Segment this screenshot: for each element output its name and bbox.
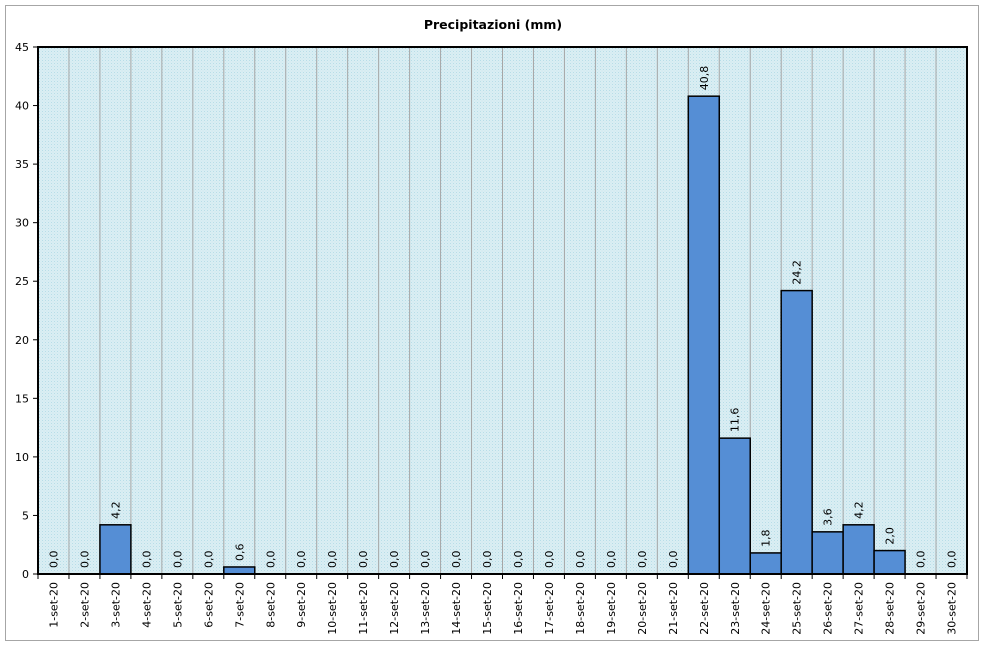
y-tick-label: 20 [15, 334, 29, 347]
x-axis: 1-set-20 2-set-20 3-set-20 4-set-20 5-set-20… [37, 574, 968, 635]
data-label: 0,0 [574, 551, 587, 569]
x-tick-label: 11-set-20 [357, 582, 370, 635]
x-tick-label: 15-set-20 [481, 582, 494, 635]
data-label: 0,0 [388, 551, 401, 569]
data-label: 0,0 [264, 551, 277, 569]
data-label: 0,0 [946, 551, 959, 569]
data-label: 0,0 [295, 551, 308, 569]
bar-26-set-20 [811, 531, 844, 575]
x-tick-label: 17-set-20 [543, 582, 556, 635]
bar-24-set-20 [749, 552, 782, 575]
data-label: 0,0 [543, 551, 556, 569]
x-tick-label: 27-set-20 [853, 582, 866, 635]
bar-28-set-20 [873, 549, 906, 575]
bar-7-set-20 [223, 566, 256, 575]
x-tick-label: 21-set-20 [667, 582, 680, 635]
data-label: 0,0 [481, 551, 494, 569]
x-tick-label: 29-set-20 [915, 582, 928, 635]
x-tick-label: 28-set-20 [884, 582, 897, 635]
data-labels: 0,0 0,0 4,2 0,0 0,0 0,0 0,6 0,0 0,0 0,0 0,0 0,0 0,0 0… [47, 66, 958, 568]
x-tick-label: 2-set-20 [78, 582, 91, 628]
x-tick-label: 24-set-20 [760, 582, 773, 635]
x-tick-label: 30-set-20 [946, 582, 959, 635]
x-tick-label: 26-set-20 [822, 582, 835, 635]
x-tick-label: 8-set-20 [264, 582, 277, 628]
data-label: 0,0 [419, 551, 432, 569]
data-label: 1,8 [760, 529, 773, 547]
data-label: 4,2 [109, 501, 122, 519]
y-tick-label: 0 [22, 568, 29, 581]
x-tick-label: 13-set-20 [419, 582, 432, 635]
data-label: 0,0 [636, 551, 649, 569]
data-label: 4,2 [853, 501, 866, 519]
bar-23-set-20 [718, 437, 751, 575]
data-label: 3,6 [822, 508, 835, 526]
x-tick-label: 20-set-20 [636, 582, 649, 635]
y-tick-label: 45 [15, 41, 29, 54]
x-tick-label: 16-set-20 [512, 582, 525, 635]
x-tick-label: 1-set-20 [47, 582, 60, 628]
x-tick-label: 22-set-20 [698, 582, 711, 635]
x-tick-label: 10-set-20 [326, 582, 339, 635]
data-label: 0,0 [605, 551, 618, 569]
data-label: 0,0 [915, 551, 928, 569]
data-label: 2,0 [884, 527, 897, 545]
x-tick-label: 5-set-20 [171, 582, 184, 628]
data-label: 0,0 [171, 551, 184, 569]
chart-title: Precipitazioni (mm) [423, 17, 563, 32]
grid-lines [68, 47, 937, 574]
x-tick-label: 12-set-20 [388, 582, 401, 635]
bar-25-set-20 [780, 289, 813, 575]
x-tick-label: 4-set-20 [140, 582, 153, 628]
data-label: 0,0 [357, 551, 370, 569]
data-label: 0,0 [667, 551, 680, 569]
data-label: 0,6 [233, 543, 246, 561]
data-label: 0,0 [140, 551, 153, 569]
y-tick-label: 5 [22, 509, 29, 522]
x-tick-label: 23-set-20 [729, 582, 742, 635]
x-tick-label: 19-set-20 [605, 582, 618, 635]
x-tick-label: 6-set-20 [202, 582, 215, 628]
x-tick-label: 18-set-20 [574, 582, 587, 635]
x-tick-label: 3-set-20 [109, 582, 122, 628]
y-tick-label: 10 [15, 451, 29, 464]
data-label: 0,0 [47, 551, 60, 569]
x-tick-label: 9-set-20 [295, 582, 308, 628]
data-label: 0,0 [512, 551, 525, 569]
bar-3-set-20 [99, 524, 132, 575]
bar-22-set-20 [687, 95, 721, 575]
y-tick-label: 25 [15, 275, 29, 288]
bars [99, 95, 906, 575]
y-tick-label: 40 [15, 100, 29, 113]
x-tick-label: 14-set-20 [450, 582, 463, 635]
data-label: 0,0 [202, 551, 215, 569]
data-label: 0,0 [326, 551, 339, 569]
data-label: 11,6 [729, 408, 742, 433]
x-tick-label: 7-set-20 [233, 582, 246, 628]
data-label: 0,0 [450, 551, 463, 569]
y-tick-label: 15 [15, 392, 29, 405]
data-label: 40,8 [698, 66, 711, 91]
data-label: 24,2 [791, 260, 804, 285]
bar-27-set-20 [842, 524, 875, 575]
x-tick-label: 25-set-20 [791, 582, 804, 635]
y-axis: 0 5 10 15 20 25 30 35 40 45 [15, 41, 38, 581]
y-tick-label: 30 [15, 217, 29, 230]
y-tick-label: 35 [15, 158, 29, 171]
data-label: 0,0 [78, 551, 91, 569]
